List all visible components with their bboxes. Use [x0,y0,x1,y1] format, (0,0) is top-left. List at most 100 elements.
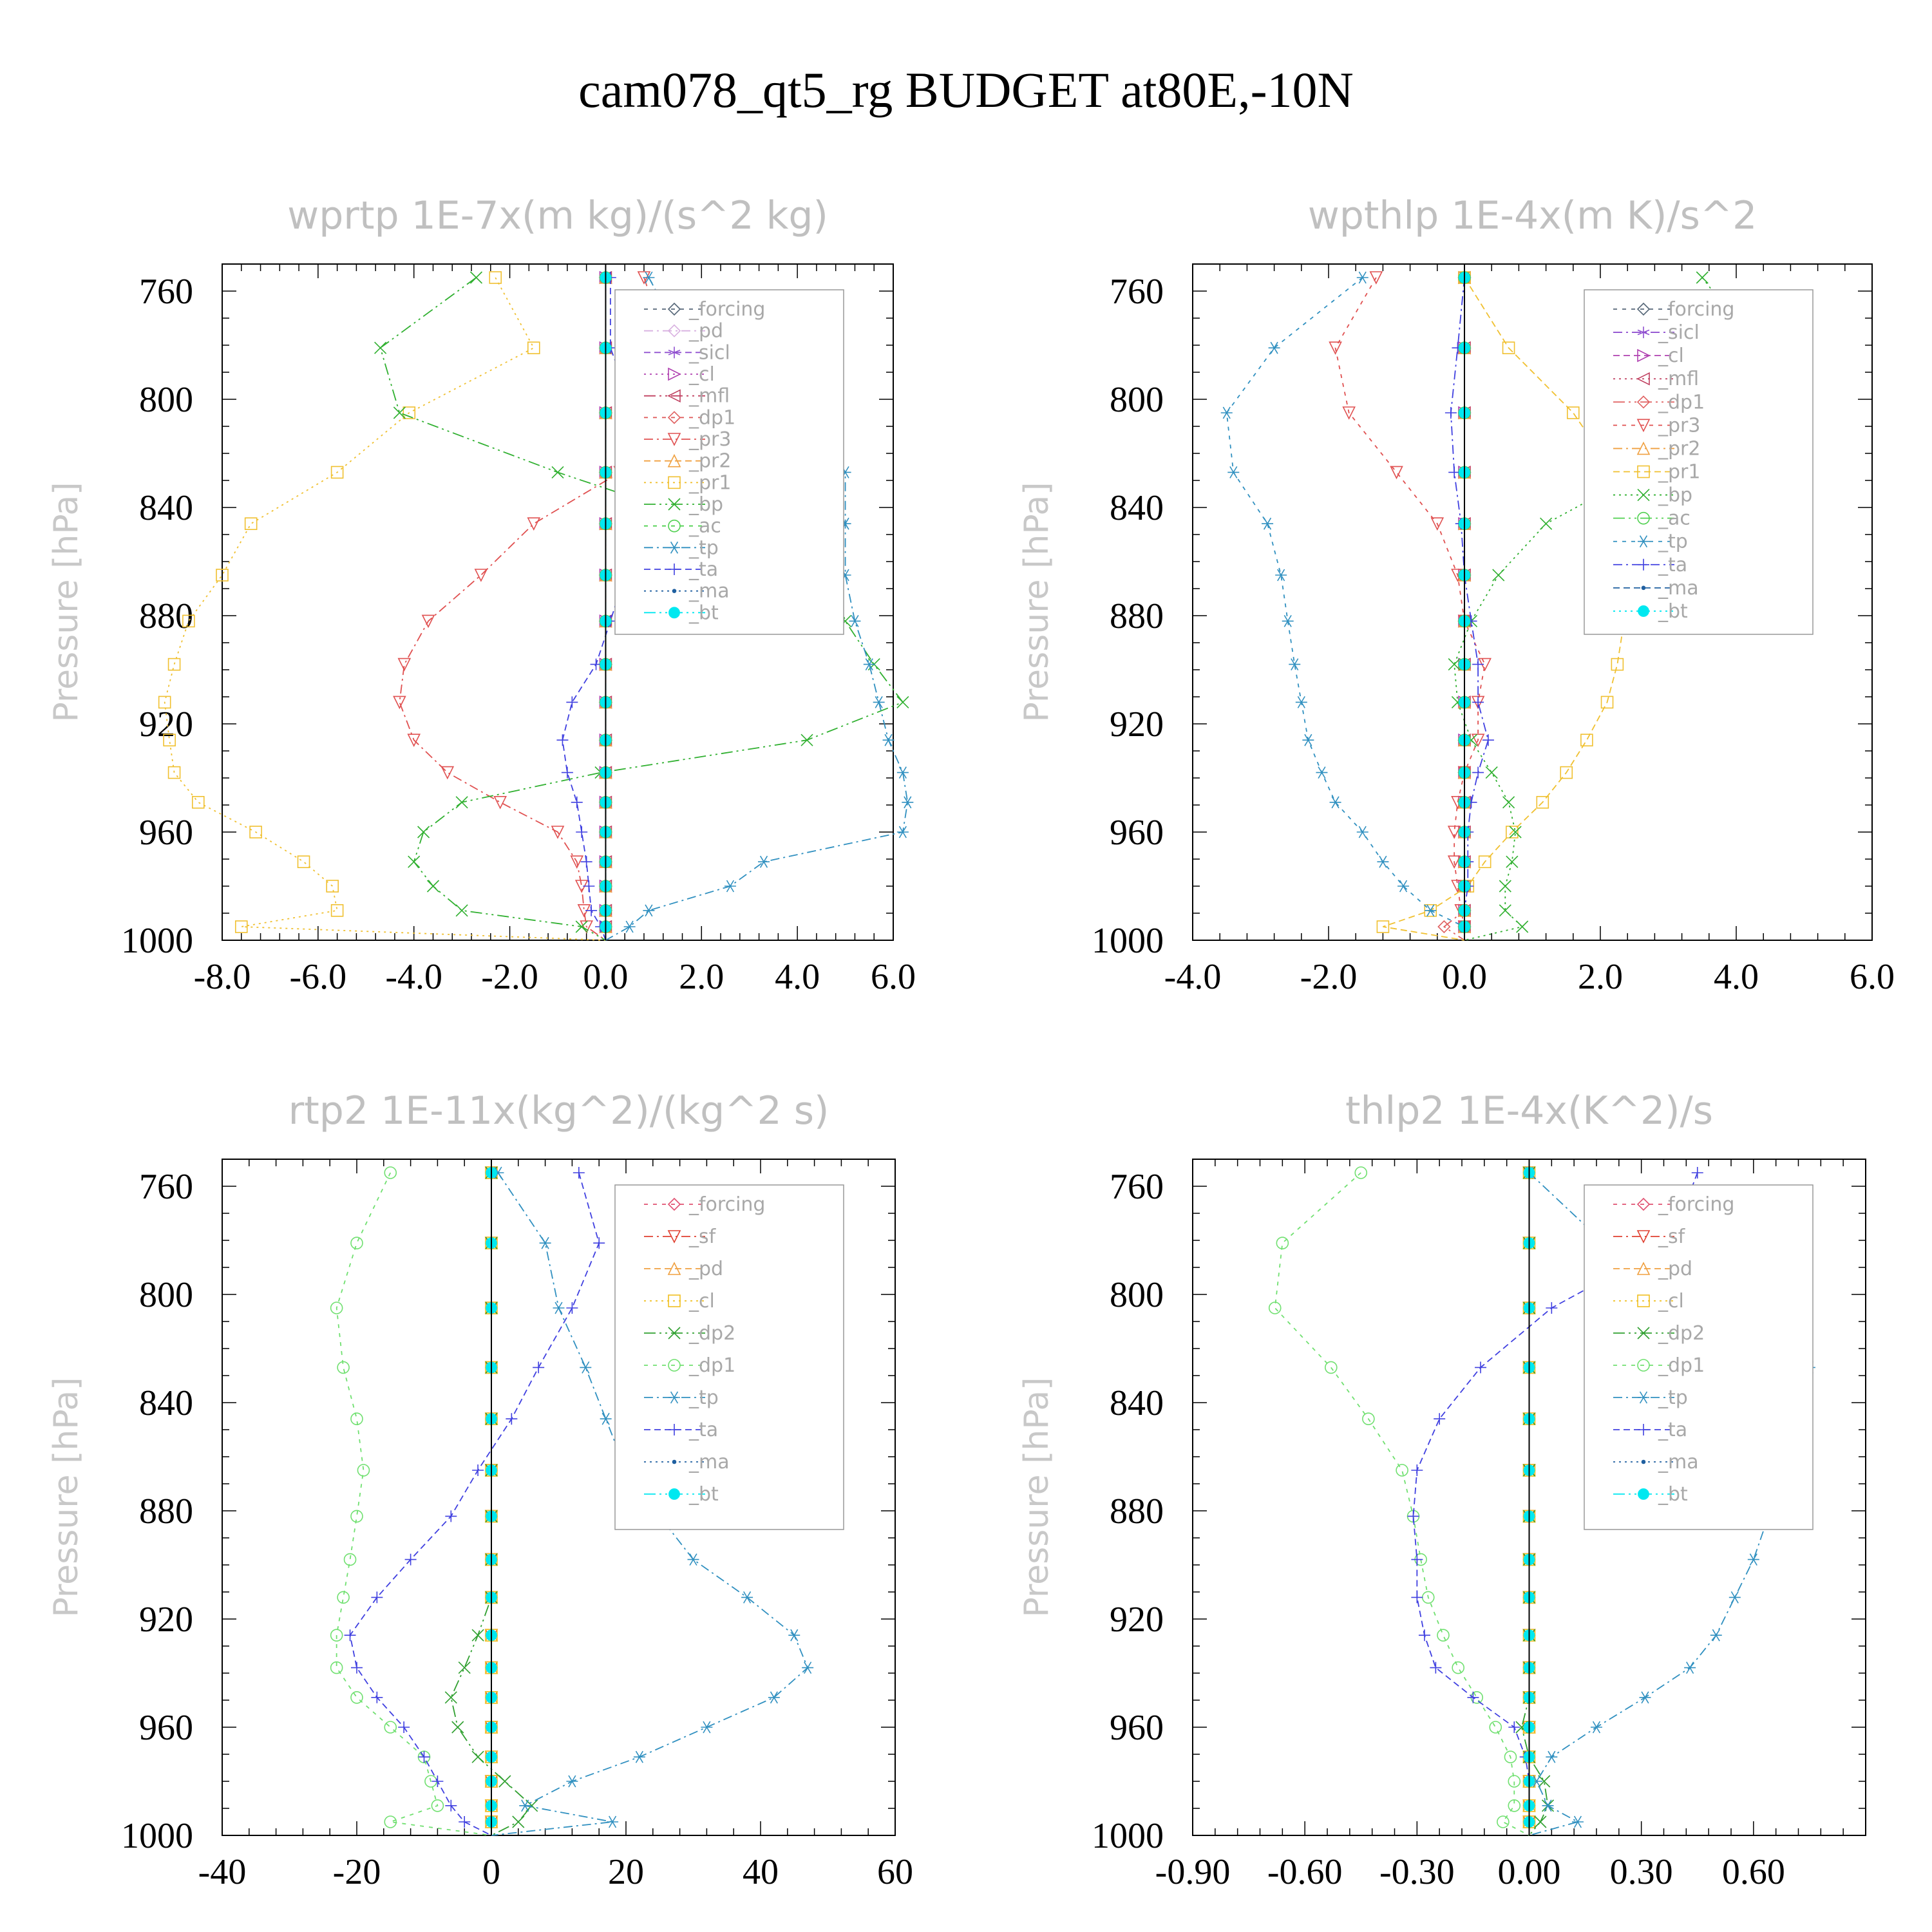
y-tick-label: 960 [1110,1708,1164,1748]
data-point [1504,1750,1517,1763]
data-point [357,1464,370,1477]
data-point [1452,1661,1464,1674]
legend-label: _bt [1658,1483,1688,1506]
legend-label: _sf [688,1226,717,1248]
legend-marker [668,346,681,359]
y-tick-label: 960 [139,813,193,853]
legend-label: _tp [1658,1387,1688,1409]
data-point [1444,407,1457,419]
data-point [1639,1691,1651,1704]
plot-frame [222,1159,896,1836]
legend-marker [1637,1294,1650,1307]
data-point [1295,696,1307,708]
data-point [1434,1413,1446,1425]
data-point [1600,696,1614,709]
legend-label: _dp1 [1658,391,1705,413]
data-point [234,920,248,933]
data-point [1329,341,1342,355]
legend-marker [668,476,681,489]
legend-label: _pr1 [688,471,731,494]
series-ta [344,1167,605,1836]
data-point [896,826,909,838]
data-point [1506,826,1519,838]
data-point [455,796,468,809]
legend-marker [1636,1262,1651,1275]
data-point [1472,658,1484,670]
data-point [1275,569,1287,582]
data-point [498,1775,511,1788]
data-point [1411,1464,1423,1476]
data-point [330,1302,343,1314]
data-point [1492,569,1505,582]
legend-marker [672,589,677,593]
data-point [1499,880,1511,893]
legend: _forcing_pd_sicl_cl_mfl_dp1_pr3_pr2_pr1_… [614,289,844,635]
data-point [551,466,564,478]
legend: _forcing_sicl_cl_mfl_dp1_pr3_pr2_pr1_bp_… [1584,289,1814,635]
x-tick-label: 6.0 [871,957,916,997]
data-point [330,904,344,917]
data-point [1546,1302,1558,1314]
x-tick-label: 0.60 [1722,1852,1785,1892]
legend-marker [1637,1359,1650,1372]
data-point [472,1464,484,1476]
data-point [580,1361,592,1374]
legend-marker [668,498,681,511]
data-point [1710,1629,1722,1642]
legend-marker [668,1488,680,1500]
y-tick-label: 840 [139,488,193,528]
y-tick-label: 1000 [121,1816,193,1856]
x-tick-label: -6.0 [290,957,347,997]
y-tick-label: 960 [139,1708,193,1748]
legend-box [614,1184,844,1530]
data-point [469,271,483,284]
legend-marker [668,607,680,619]
data-point [566,696,578,708]
data-point [643,904,655,917]
legend-marker [1638,605,1649,617]
x-tick-label: 40 [743,1852,779,1892]
legend-label: _ma [1658,577,1699,600]
main-title: cam078_qt5_rg BUDGET at80E,-10N [578,62,1354,118]
data-point [1538,1775,1551,1788]
data-point [556,734,569,746]
data-point [1376,920,1390,933]
x-tick-label: 0.0 [1442,957,1487,997]
data-point [1268,341,1280,354]
legend-label: _cl [688,363,715,386]
data-point [1546,1750,1558,1763]
plot-frame [1192,263,1873,941]
legend-marker [668,1294,681,1307]
data-point [1425,904,1437,917]
data-point [350,1412,363,1425]
data-point [1329,796,1341,809]
legend: _forcing _sf _pd _cl _dp2 _dp1 _tp _ta _ma _bt [614,1184,844,1530]
legend-marker [1637,465,1650,478]
legend-label: _tp [688,1387,719,1409]
data-point [445,1510,457,1522]
data-point [1508,1775,1521,1788]
data-point [440,766,455,780]
legend-label: _mfl [1658,368,1699,390]
series-dp1 [330,1166,492,1836]
legend-marker [668,564,680,575]
data-point [1227,466,1240,478]
legend-label: _forcing [1658,1193,1734,1216]
legend-marker [1638,1488,1649,1500]
legend-label: _ac [1658,507,1690,530]
legend-marker [1636,395,1651,409]
x-tick-label: 4.0 [775,957,820,997]
data-point [343,1553,357,1566]
data-point [1262,517,1274,530]
legend-label: _forcing [688,1193,765,1216]
legend-label: _cl [1658,345,1684,367]
data-point [444,1691,457,1704]
x-tick-label: 2.0 [1578,957,1623,997]
data-point [1499,904,1511,917]
data-point [1508,1799,1521,1812]
series-line [1226,277,1465,940]
legend-label: _sicl [1658,321,1700,344]
y-axis-label: Pressure [hPa] [1018,1378,1056,1618]
series-line [164,277,606,941]
